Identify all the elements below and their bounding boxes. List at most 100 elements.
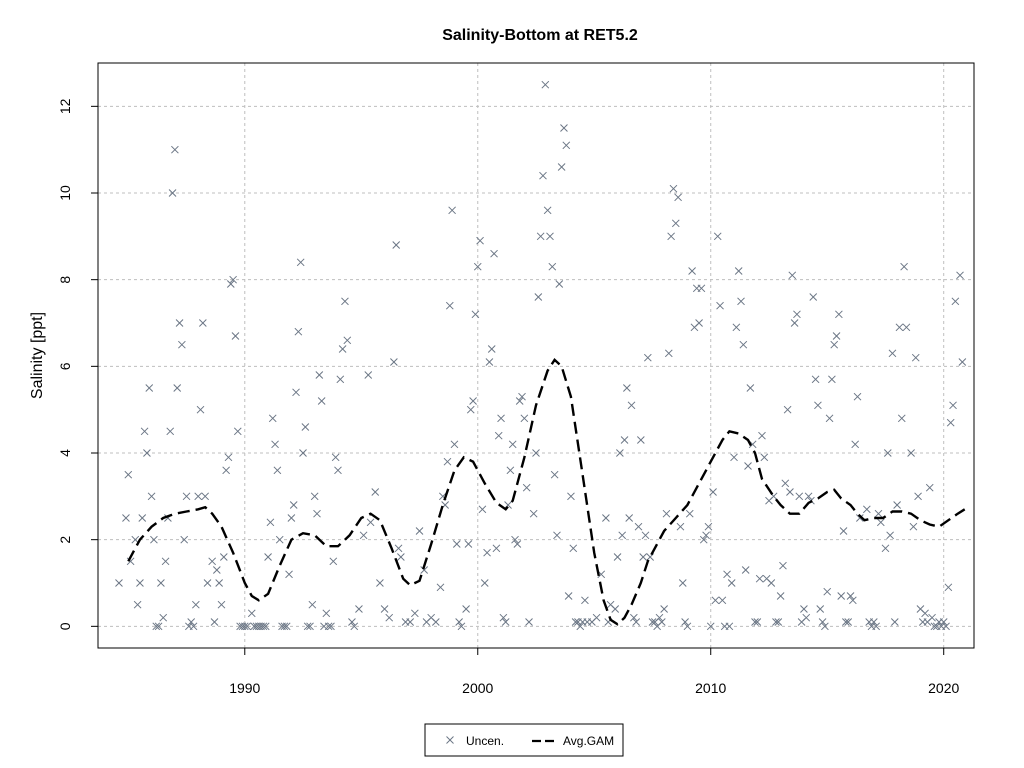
data-point xyxy=(914,492,922,501)
data-point xyxy=(457,622,466,631)
data-point xyxy=(883,449,892,457)
data-point xyxy=(189,622,198,631)
data-point xyxy=(872,622,881,631)
data-point xyxy=(669,184,678,193)
data-point xyxy=(306,622,314,631)
data-point xyxy=(203,579,212,587)
data-point xyxy=(832,332,841,340)
data-point xyxy=(702,531,710,540)
data-point xyxy=(776,592,785,600)
data-point xyxy=(469,397,477,405)
data-point xyxy=(816,605,825,613)
data-point xyxy=(359,531,368,540)
data-point xyxy=(380,605,389,613)
data-point xyxy=(911,353,920,362)
data-point xyxy=(147,492,156,501)
data-point xyxy=(187,618,196,626)
grid xyxy=(98,63,974,648)
data-point xyxy=(809,293,818,301)
data-point xyxy=(627,401,636,410)
data-point xyxy=(231,332,240,340)
x-axis: 1990 2000 2010 2020 xyxy=(229,647,959,696)
data-point xyxy=(327,622,335,631)
data-point xyxy=(420,566,429,574)
data-point xyxy=(862,505,871,514)
data-point xyxy=(529,509,538,518)
data-point xyxy=(581,596,589,605)
legend-box xyxy=(424,723,624,757)
data-point xyxy=(534,293,543,301)
data-point xyxy=(909,522,918,531)
data-point xyxy=(224,453,233,462)
data-point xyxy=(471,310,480,319)
legend-gam-label: Avg.GAM xyxy=(563,734,614,748)
data-point xyxy=(946,418,955,427)
data-point xyxy=(196,405,205,414)
data-point xyxy=(152,622,161,631)
data-point xyxy=(541,80,550,89)
data-point xyxy=(343,336,352,345)
data-point xyxy=(525,618,533,626)
uncen-points xyxy=(115,80,967,631)
data-point xyxy=(443,457,452,466)
data-point xyxy=(273,466,282,475)
data-point xyxy=(483,548,491,557)
y-axis-label: Salinity [ppt] xyxy=(29,312,46,399)
legend-uncen-label: Uncen. xyxy=(466,734,504,748)
data-point xyxy=(392,241,401,249)
data-point xyxy=(364,371,373,379)
data-point xyxy=(783,405,792,414)
data-point xyxy=(497,414,505,423)
data-point xyxy=(504,501,512,509)
data-point xyxy=(592,613,601,622)
data-point xyxy=(150,535,158,544)
data-point xyxy=(685,509,694,518)
data-point xyxy=(823,587,832,596)
data-point xyxy=(846,592,855,600)
data-point xyxy=(264,553,272,561)
data-point xyxy=(643,353,652,362)
data-point xyxy=(790,319,799,327)
data-point xyxy=(336,375,345,384)
y-tick-label: 10 xyxy=(57,185,73,201)
data-point xyxy=(869,618,878,626)
data-point xyxy=(506,466,515,475)
data-point xyxy=(348,618,356,626)
data-point xyxy=(636,436,645,444)
data-point xyxy=(704,522,713,531)
data-point xyxy=(825,414,834,423)
data-point xyxy=(711,596,720,605)
data-point xyxy=(466,405,475,414)
y-axis: 0 2 4 6 8 10 12 xyxy=(57,98,98,630)
x-tick-label: 2020 xyxy=(928,680,959,696)
data-point xyxy=(539,171,547,180)
data-point xyxy=(851,440,860,449)
plot-area-border xyxy=(97,62,975,649)
data-point xyxy=(671,219,680,228)
data-point xyxy=(317,397,326,405)
data-point xyxy=(746,384,755,392)
data-point xyxy=(473,262,482,271)
data-point xyxy=(275,535,284,544)
data-point xyxy=(890,618,899,626)
data-point xyxy=(795,492,804,501)
data-point xyxy=(122,514,130,522)
data-point xyxy=(641,531,650,540)
data-point xyxy=(271,440,279,449)
data-point xyxy=(546,232,554,241)
data-point xyxy=(308,600,317,609)
data-point xyxy=(301,423,310,431)
data-point xyxy=(699,535,708,544)
data-point xyxy=(844,618,853,626)
data-point xyxy=(657,618,666,626)
data-point xyxy=(874,509,883,518)
data-point xyxy=(324,622,333,631)
data-point xyxy=(560,124,568,132)
y-tick-label: 0 xyxy=(57,622,73,630)
data-point xyxy=(198,319,207,327)
data-point xyxy=(781,479,790,488)
data-point xyxy=(115,579,123,587)
data-point xyxy=(634,522,643,531)
data-point xyxy=(548,262,557,271)
data-point xyxy=(723,570,731,579)
